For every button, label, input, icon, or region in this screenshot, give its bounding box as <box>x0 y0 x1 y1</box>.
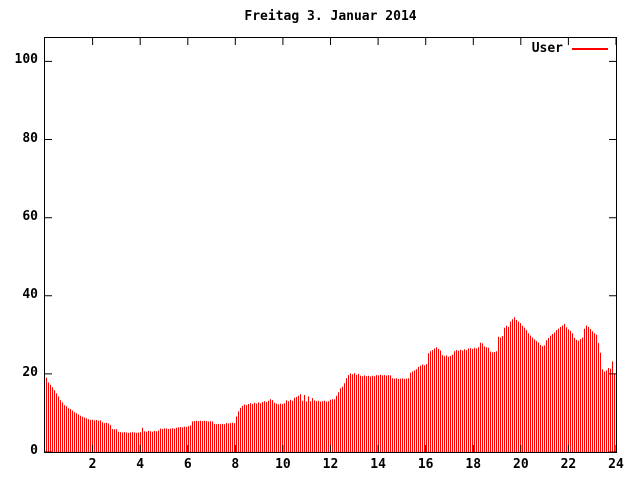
x-tick-label: 12 <box>322 457 339 472</box>
legend-line-sample <box>572 48 608 50</box>
x-tick-label: 6 <box>183 457 192 472</box>
chart-title: Freitag 3. Januar 2014 <box>244 9 417 24</box>
x-tick-label: 24 <box>608 457 624 472</box>
y-tick-label: 0 <box>30 443 38 458</box>
x-tick-label: 18 <box>465 457 482 472</box>
y-tick-label: 60 <box>22 208 38 224</box>
x-tick-label: 14 <box>370 457 386 472</box>
y-tick-label: 100 <box>14 52 38 68</box>
x-tick-label: 20 <box>513 457 529 472</box>
x-tick-label: 10 <box>275 457 291 472</box>
x-tick-label: 16 <box>417 457 434 472</box>
legend-label: User <box>531 41 563 56</box>
y-tick-label: 40 <box>22 286 38 302</box>
x-tick-label: 2 <box>88 457 97 472</box>
x-tick-label: 4 <box>136 457 145 472</box>
y-tick-label: 80 <box>22 130 38 146</box>
y-tick-label: 20 <box>22 364 38 380</box>
x-tick-label: 22 <box>560 457 577 472</box>
plot-area: User <box>44 37 617 453</box>
user-series-bars <box>45 38 616 452</box>
x-tick-label: 8 <box>231 457 240 472</box>
legend: User <box>532 42 608 56</box>
